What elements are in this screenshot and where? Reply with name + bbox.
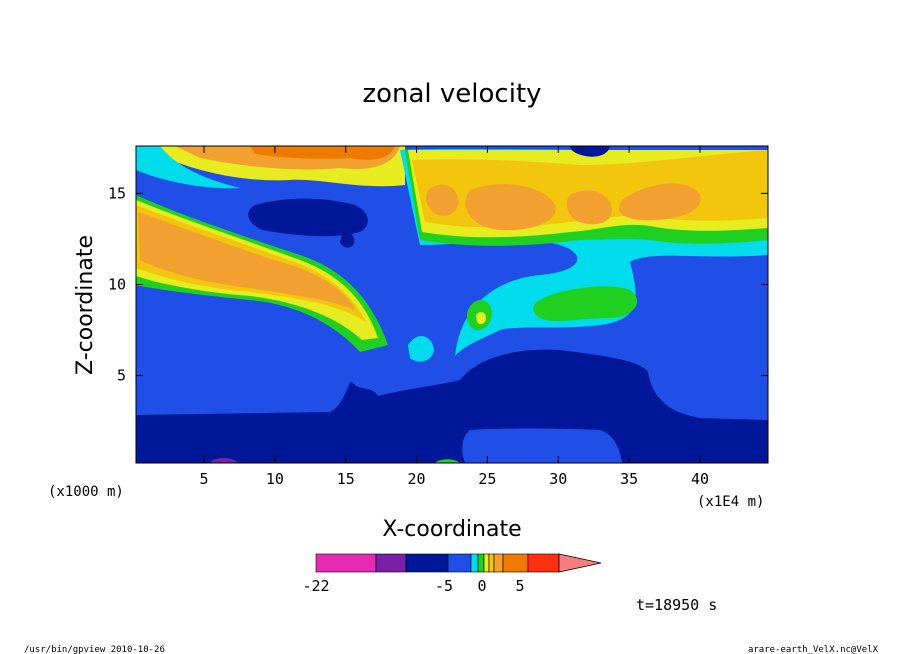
y-tick-label: 5	[117, 367, 126, 385]
blob-yellow-small	[476, 312, 486, 325]
colorbar-segment	[493, 553, 504, 573]
colorbar-segment	[527, 553, 560, 573]
deep-negative-bottom	[136, 349, 768, 463]
footer-right: arare-earth_VelX.nc@VelX	[748, 645, 879, 654]
colorbar-overflow-arrow	[558, 553, 602, 573]
top-left-cyan	[136, 146, 240, 189]
contour-field	[136, 146, 768, 463]
x-axis-label: X-coordinate	[382, 517, 521, 542]
colorbar	[315, 553, 602, 573]
blob-right-orange-3	[619, 183, 701, 221]
colorbar-segment	[447, 553, 472, 573]
colorbar-segment	[375, 553, 407, 573]
plot-frame	[135, 145, 769, 464]
x-tick-label: 10	[266, 470, 284, 488]
negative-lower-lobe	[462, 428, 622, 463]
purple-spot	[210, 457, 238, 463]
colorbar-segment	[483, 553, 490, 573]
blob-green-mid	[533, 286, 638, 322]
chart-title: zonal velocity	[362, 79, 541, 109]
colorbar-label: 5	[515, 577, 524, 595]
blob-right-orange-1	[465, 184, 556, 231]
blob-cyan-small	[408, 335, 434, 362]
x-units-left: (x1000 m)	[48, 484, 124, 500]
colorbar-segment	[488, 553, 495, 573]
colorbar-label: -5	[435, 577, 453, 595]
x-units-right: (x1E4 m)	[697, 494, 764, 510]
blob-right-orange-2	[566, 190, 612, 225]
deep-negative-top	[570, 146, 610, 157]
colorbar-labels: -22 -5 0 5	[302, 577, 524, 595]
top-left-darkorange	[250, 146, 395, 160]
blob-right-orange-4	[426, 184, 459, 217]
colorbar-segment	[502, 553, 529, 573]
deep-negative-upper	[248, 198, 368, 237]
deep-negative-small	[340, 233, 355, 248]
colorbar-segment	[477, 553, 485, 573]
y-tick-label: 15	[108, 184, 126, 202]
colorbar-segment	[405, 553, 449, 573]
green-spot	[435, 459, 460, 463]
x-tick-label: 30	[549, 470, 567, 488]
band-left-orange	[138, 212, 356, 310]
colorbar-label: 0	[477, 577, 486, 595]
colorbar-label: -22	[302, 577, 329, 595]
x-tick-label: 35	[620, 470, 638, 488]
y-axis-label: Z-coordinate	[73, 235, 98, 375]
x-tick-label: 20	[408, 470, 426, 488]
y-axis: 5 10 15	[108, 184, 768, 385]
x-tick-label: 40	[691, 470, 709, 488]
colorbar-segment	[315, 553, 377, 573]
x-axis: 5 10 15 20 25 30 35 40	[200, 146, 709, 488]
colorbar-segment	[470, 553, 479, 573]
x-tick-label: 25	[478, 470, 496, 488]
y-tick-label: 10	[108, 275, 126, 293]
x-tick-label: 15	[337, 470, 355, 488]
footer-left: /usr/bin/gpview 2010-10-26	[24, 645, 165, 654]
x-tick-label: 5	[200, 470, 209, 488]
time-label: t=18950 s	[636, 596, 717, 614]
